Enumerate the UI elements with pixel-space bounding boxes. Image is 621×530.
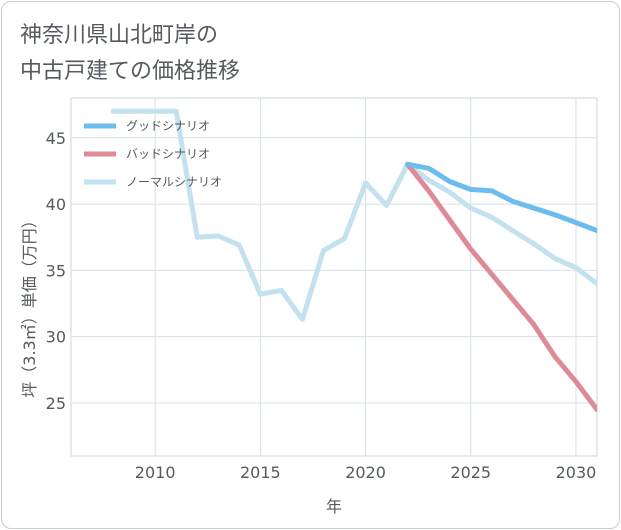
plot-border: [70, 97, 598, 457]
series-line-2: [405, 161, 597, 413]
y-tick-label: 40: [46, 195, 66, 214]
legend-label-2: バッドシナリオ: [126, 147, 210, 161]
chart-title: 神奈川県山北町岸の 中古戸建ての価格推移: [20, 18, 240, 90]
x-tick-label: 2025: [450, 463, 491, 482]
y-tick-label: 25: [46, 394, 66, 413]
legend-label-1: グッドシナリオ: [126, 119, 210, 133]
y-tick-label: 30: [46, 328, 66, 347]
series-lines: [110, 108, 597, 413]
series-line-3: [110, 108, 597, 322]
series-line-1: [405, 161, 597, 234]
legend-label-3: ノーマルシナリオ: [126, 175, 222, 189]
x-axis-title: 年: [326, 497, 342, 516]
y-tick-label: 35: [46, 261, 66, 280]
y-axis-title: 坪（3.3㎡）単価（万円）: [20, 212, 39, 397]
x-tick-label: 2030: [556, 463, 597, 482]
grid-lines: [70, 97, 598, 457]
chart-title-line-2: 中古戸建ての価格推移: [20, 59, 241, 84]
chart-title-line-1: 神奈川県山北町岸の: [20, 23, 219, 48]
x-tick-label: 2015: [240, 463, 281, 482]
x-tick-label: 2010: [135, 463, 176, 482]
x-axis-ticks: 2010 2015 2020 2025 2030: [135, 463, 597, 482]
y-axis-ticks: 25 30 35 40 45: [46, 129, 66, 413]
y-tick-label: 45: [46, 129, 66, 148]
x-tick-label: 2020: [345, 463, 386, 482]
